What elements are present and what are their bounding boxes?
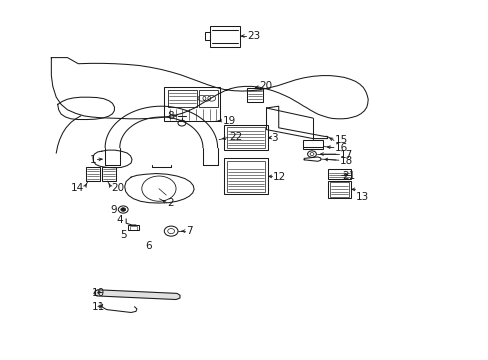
Bar <box>327 169 350 179</box>
Text: 19: 19 <box>222 116 235 126</box>
Text: 21: 21 <box>342 171 355 181</box>
Bar <box>226 161 264 192</box>
Text: 1: 1 <box>89 155 96 165</box>
Text: 10: 10 <box>91 288 104 298</box>
Bar <box>246 88 262 102</box>
Text: 3: 3 <box>271 132 278 143</box>
Bar <box>128 225 139 230</box>
Text: 18: 18 <box>339 156 352 166</box>
Bar <box>226 127 264 148</box>
Text: 23: 23 <box>246 31 260 41</box>
Text: 20: 20 <box>259 81 272 91</box>
Circle shape <box>121 208 125 211</box>
Bar <box>327 181 350 198</box>
Bar <box>329 182 348 197</box>
Bar <box>199 90 217 107</box>
Text: 15: 15 <box>334 135 347 145</box>
Text: 6: 6 <box>145 241 152 251</box>
Text: 8: 8 <box>166 111 173 121</box>
Bar <box>163 87 220 121</box>
Text: 12: 12 <box>272 172 285 182</box>
Bar <box>210 26 239 47</box>
Text: 22: 22 <box>228 132 242 142</box>
Text: 5: 5 <box>120 230 127 240</box>
Bar <box>129 226 137 230</box>
Text: 20: 20 <box>111 183 124 193</box>
Polygon shape <box>94 290 180 300</box>
Text: 7: 7 <box>185 226 192 236</box>
Bar <box>167 90 197 107</box>
Bar <box>224 158 267 194</box>
Text: 11: 11 <box>92 302 105 312</box>
Text: 16: 16 <box>334 143 347 153</box>
Bar <box>303 140 322 149</box>
Text: 4: 4 <box>116 215 123 225</box>
Text: 13: 13 <box>355 192 368 202</box>
Bar <box>102 167 116 181</box>
Bar <box>205 32 210 40</box>
Text: 17: 17 <box>339 150 352 160</box>
Bar <box>224 125 267 150</box>
Text: 9: 9 <box>110 204 117 215</box>
Text: 2: 2 <box>167 198 174 208</box>
Text: 14: 14 <box>71 183 84 193</box>
Bar <box>85 167 100 181</box>
